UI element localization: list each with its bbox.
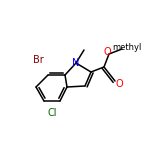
Text: Br: Br (33, 55, 43, 65)
Text: N: N (72, 58, 80, 68)
Text: methyl: methyl (112, 43, 142, 52)
Text: Cl: Cl (47, 108, 57, 118)
Text: O: O (115, 79, 123, 89)
Text: O: O (103, 47, 111, 57)
